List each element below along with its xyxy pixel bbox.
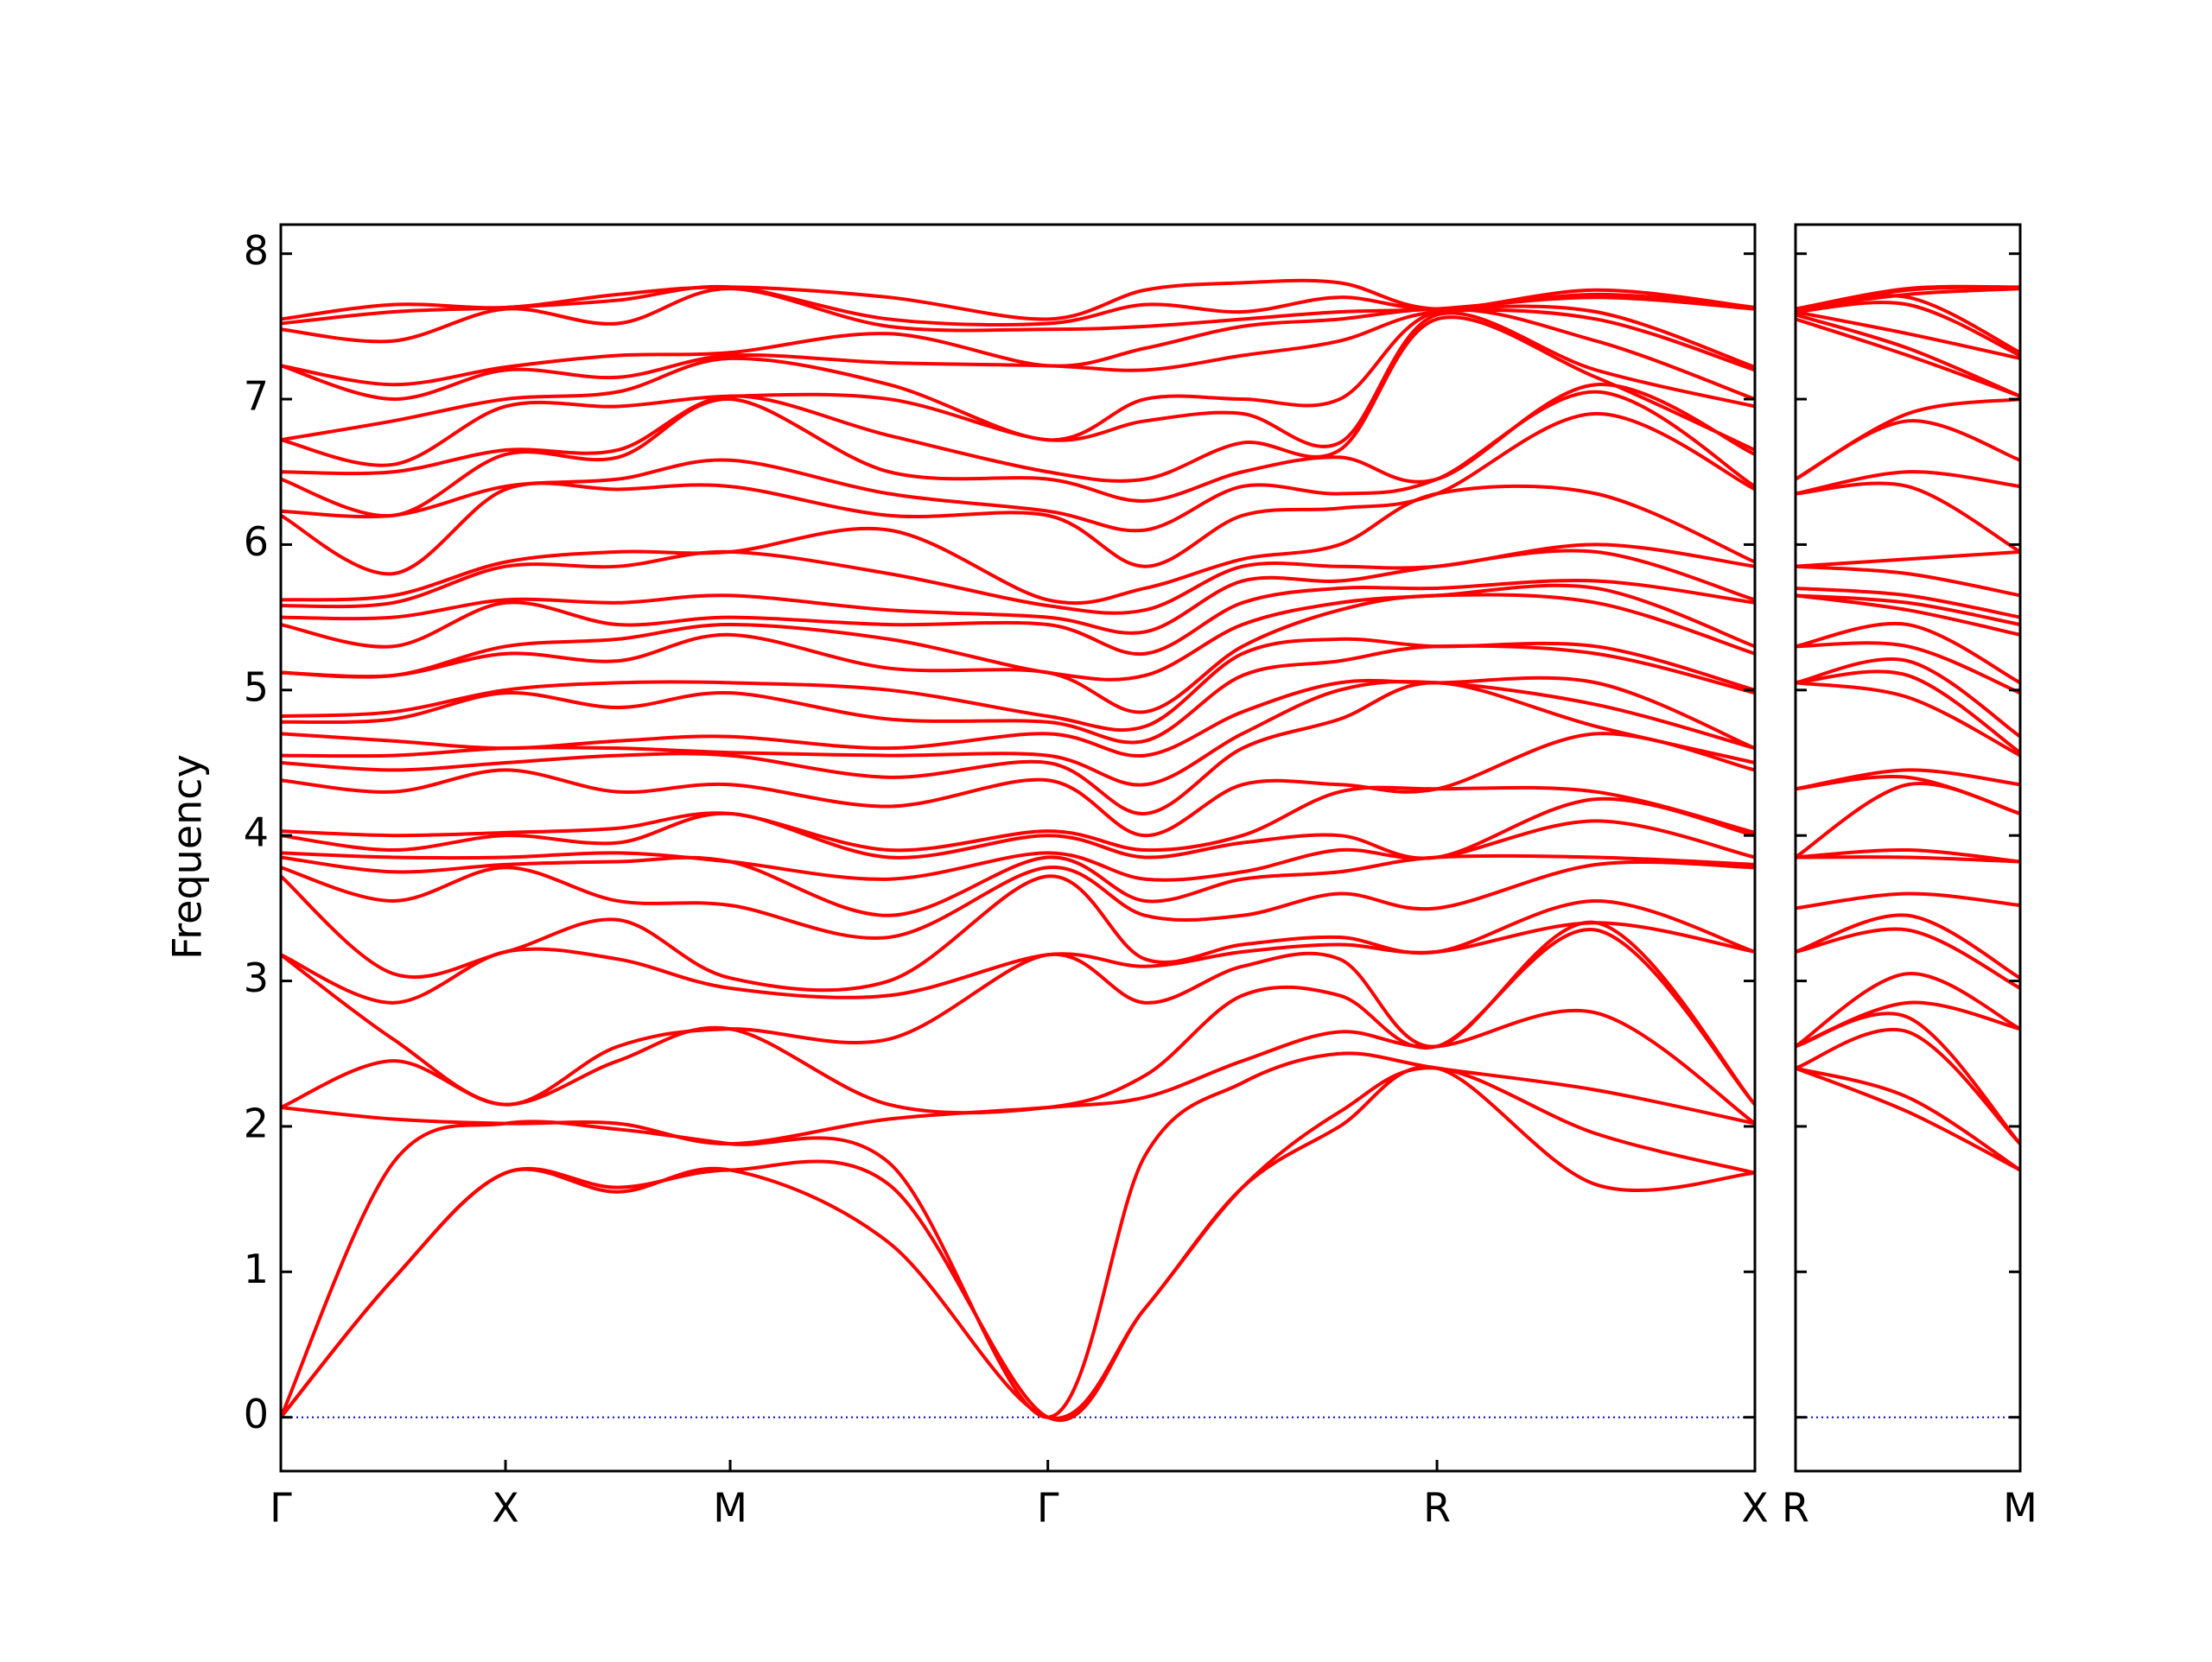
band-line <box>281 676 1755 758</box>
plot-area <box>1796 284 2020 1418</box>
x-tick-label: X <box>492 1485 519 1532</box>
band-line <box>281 411 1755 576</box>
band-line <box>281 1051 1755 1419</box>
band-line <box>1796 301 2020 358</box>
band-line <box>281 579 1755 657</box>
band-line <box>1796 549 2020 568</box>
x-tick-label: X <box>1741 1485 1769 1532</box>
band-line <box>1796 470 2020 496</box>
y-tick-label: 5 <box>244 663 269 710</box>
x-tick-label: Γ <box>1037 1485 1059 1532</box>
band-line <box>1796 481 2020 554</box>
band-line <box>281 785 1755 853</box>
band-line <box>281 583 1755 682</box>
band-line <box>1796 768 2020 791</box>
band-line <box>281 315 1755 483</box>
y-tick-label: 0 <box>244 1391 269 1437</box>
x-tick-label: R <box>1423 1485 1451 1532</box>
band-line <box>281 383 1755 518</box>
band-line <box>281 732 1755 838</box>
band-line <box>1796 641 2020 695</box>
x-tick-label: M <box>713 1485 747 1532</box>
band-line <box>281 1066 1755 1422</box>
x-tick-label: M <box>2003 1485 2037 1532</box>
axes-frame <box>1794 223 2022 1473</box>
band-line <box>281 874 1755 993</box>
band-line <box>1796 972 2020 1049</box>
band-line <box>1796 782 2020 860</box>
plot-area <box>281 278 1755 1422</box>
band-line <box>1796 681 2020 758</box>
y-tick-label: 6 <box>244 518 269 565</box>
band-line <box>281 860 1755 940</box>
band-line <box>1796 621 2020 685</box>
band-line <box>1796 669 2020 754</box>
y-tick-label: 2 <box>244 1100 269 1146</box>
band-line <box>281 920 1755 1107</box>
x-tick-label: Γ <box>270 1485 292 1532</box>
y-tick-label: 7 <box>244 373 269 420</box>
band-line <box>1796 317 2020 398</box>
y-axis-label: Frequency <box>164 754 211 960</box>
band-line <box>1796 564 2020 598</box>
band-line <box>281 637 1755 733</box>
axes-frame <box>279 223 1757 1473</box>
band-line <box>281 311 1755 467</box>
band-line <box>281 484 1755 606</box>
band-line <box>281 819 1755 882</box>
band-line <box>1796 1066 2020 1172</box>
band-line <box>1796 847 2020 864</box>
band-line <box>1796 284 2020 311</box>
y-tick-label: 1 <box>244 1246 269 1292</box>
band-line <box>1796 593 2020 637</box>
band-line <box>1796 593 2020 627</box>
band-line <box>1796 1066 2020 1172</box>
band-line <box>1796 657 2020 739</box>
x-tick-label: R <box>1782 1485 1809 1532</box>
band-line <box>1796 855 2020 864</box>
y-tick-label: 8 <box>244 227 269 274</box>
band-line <box>1796 586 2020 619</box>
band-line <box>281 542 1755 615</box>
y-tick-label: 3 <box>244 955 269 1001</box>
band-line <box>281 278 1755 321</box>
band-line <box>1796 891 2020 910</box>
band-line <box>1796 1027 2020 1145</box>
band-line <box>1796 313 2020 398</box>
band-line <box>281 921 1755 1005</box>
band-line <box>1796 913 2020 980</box>
band-line <box>1796 927 2020 990</box>
band-line <box>1796 310 2020 360</box>
band-line <box>1796 397 2020 481</box>
band-line <box>1796 1000 2020 1049</box>
y-tick-label: 4 <box>244 809 269 856</box>
band-line <box>281 1008 1755 1146</box>
band-line <box>281 796 1755 860</box>
band-line <box>281 853 1755 917</box>
band-line <box>281 1065 1755 1420</box>
